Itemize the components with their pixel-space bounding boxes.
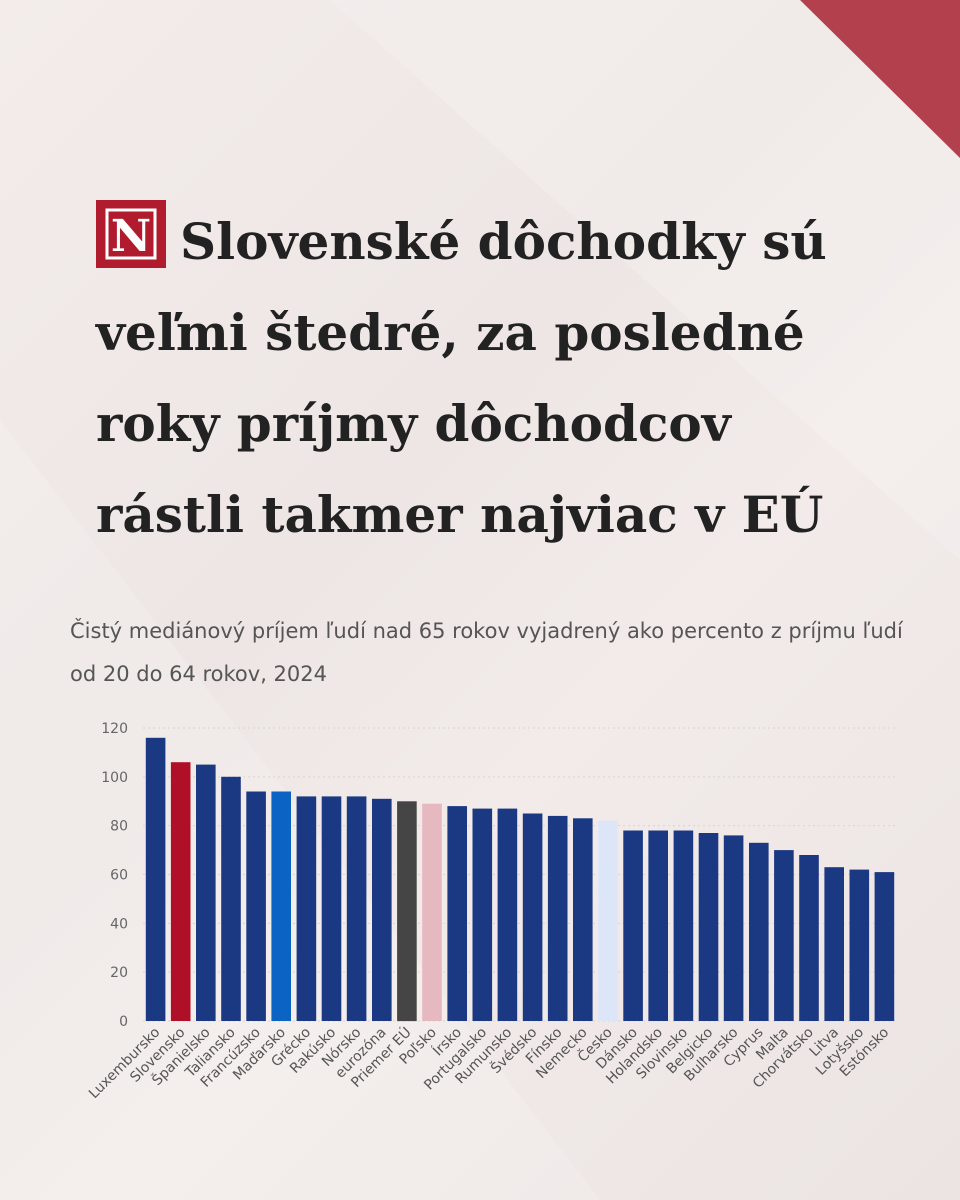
chart-subtitle: Čistý mediánový príjem ľudí nad 65 rokov… — [70, 619, 903, 686]
y-tick-0: 0 — [119, 1014, 128, 1030]
bar-17 — [573, 818, 593, 1021]
bar-27 — [824, 867, 844, 1021]
bar-22 — [698, 833, 719, 1021]
headline: Slovenské dôchodky sú veľmi štedré, za p… — [96, 212, 827, 544]
y-tick-20: 20 — [110, 965, 128, 981]
bar-13 — [472, 808, 493, 1021]
bar-16 — [547, 815, 568, 1021]
bar-15 — [522, 813, 543, 1021]
bar-6 — [296, 796, 317, 1021]
grid-layer: 0 20 40 60 80 100 120 — [101, 721, 897, 1030]
bar-19 — [623, 830, 643, 1021]
bar-5 — [271, 791, 291, 1021]
bar-9 — [372, 798, 392, 1021]
x-labels-layer: LuxemburskoSlovenskoŠpanielskoTalianskoF… — [86, 1023, 892, 1102]
bar-12 — [447, 806, 467, 1021]
bar-21 — [673, 830, 694, 1021]
bar-3 — [221, 776, 241, 1021]
logo: N — [96, 200, 166, 268]
bar-26 — [799, 855, 819, 1021]
bar-0 — [145, 737, 166, 1021]
bar-11 — [422, 803, 442, 1021]
y-tick-40: 40 — [110, 916, 128, 932]
bar-23 — [723, 835, 744, 1021]
bar-chart: 0 20 40 60 80 100 120 LuxemburskoSlovenskoŠpan… — [86, 721, 897, 1102]
logo-n-icon: N — [105, 208, 157, 262]
corner-accent — [800, 0, 960, 158]
y-tick-60: 60 — [110, 868, 128, 884]
bar-18 — [598, 820, 618, 1021]
bar-2 — [196, 764, 216, 1021]
y-tick-120: 120 — [101, 721, 128, 737]
bar-8 — [346, 796, 367, 1021]
bar-10 — [397, 801, 417, 1022]
bar-28 — [849, 869, 870, 1021]
bar-7 — [321, 796, 342, 1021]
bar-14 — [497, 808, 518, 1021]
bar-20 — [648, 830, 668, 1021]
svg-text:N: N — [111, 211, 151, 262]
y-tick-80: 80 — [110, 819, 128, 835]
bar-4 — [246, 791, 266, 1021]
y-tick-100: 100 — [101, 770, 128, 786]
bar-24 — [749, 842, 769, 1021]
bar-25 — [774, 850, 794, 1021]
bar-29 — [874, 872, 895, 1021]
bars-layer — [145, 737, 895, 1022]
bar-1 — [170, 762, 191, 1021]
